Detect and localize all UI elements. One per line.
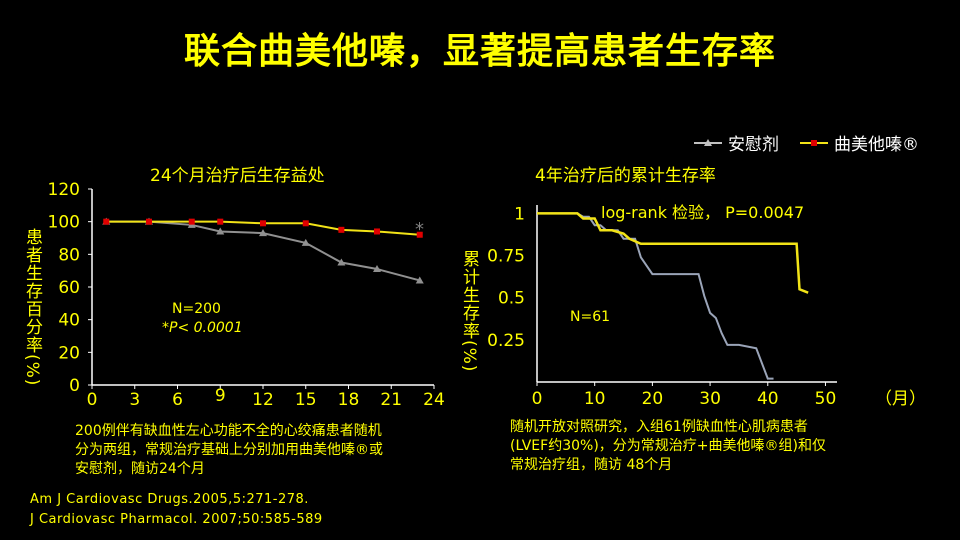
- right-x-tick-label: 10: [584, 389, 606, 409]
- left-x-tick-label: 15: [295, 390, 317, 410]
- reference-item: Am J Cardiovasc Drugs.2005,5:271-278.: [30, 492, 309, 507]
- right-logrank-annotation: log-rank 检验， P=0.0047: [601, 203, 804, 222]
- left-placebo-point: [373, 265, 381, 273]
- right-y-tick-label: 0.75: [487, 247, 525, 267]
- left-x-tick-label: 18: [338, 390, 360, 410]
- right-x-tick-label: 20: [642, 389, 664, 409]
- left-placebo-point: [337, 258, 346, 266]
- right-x-tick-label: 50: [815, 389, 837, 409]
- page-title: 联合曲美他嗪，显著提高患者生存率: [183, 31, 776, 72]
- right-x-tick-label: 0: [532, 389, 543, 409]
- left-star-annotation: *: [415, 219, 424, 240]
- legend-trimetazidine: 曲美他嗪®: [800, 130, 919, 155]
- reference-item: J Cardiovasc Pharmacol. 2007;50:585-589: [30, 512, 323, 527]
- left-y-tick-label: 40: [58, 311, 80, 331]
- left-survival-chart: 0 20 40 60 80 100 120 0 3 6 9 12 15 18 21 24 N=200 *P< …: [48, 180, 445, 410]
- left-trimetazidine-point: [103, 218, 110, 225]
- left-x-tick-label: 12: [252, 390, 274, 410]
- left-y-tick-label: 80: [58, 245, 80, 265]
- right-note-line: 常规治疗组，随访 48个月: [510, 457, 673, 473]
- right-y-tick-label: 0.25: [487, 331, 525, 351]
- right-chart-ylabel: 累计生存率(%): [459, 250, 479, 373]
- left-trimetazidine-point: [416, 231, 423, 238]
- placebo-legend-line-icon: [694, 138, 722, 146]
- right-x-tick-label: 30: [699, 389, 721, 409]
- left-y-tick-label: 120: [48, 180, 80, 200]
- left-y-tick-label: 100: [48, 213, 80, 233]
- left-trimetazidine-point: [338, 226, 345, 233]
- left-x-tick-label: 3: [129, 390, 140, 410]
- right-x-tick-label: 40: [757, 389, 779, 409]
- left-trimetazidine-point: [260, 220, 266, 227]
- right-study-note: 随机开放对照研究，入组61例缺血性心肌病患者 (LVEF约30%)，分为常规治疗…: [510, 418, 890, 475]
- left-placebo-point: [216, 227, 225, 235]
- left-trimetazidine-point: [217, 218, 224, 225]
- right-n-annotation: N=61: [570, 309, 610, 325]
- left-p-annotation: *P< 0.0001: [162, 320, 243, 336]
- right-trimetazidine-line: [537, 212, 809, 294]
- right-y-tick-label: 0.5: [498, 289, 525, 309]
- left-note-line: 安慰剂，随访24个月: [75, 461, 205, 477]
- left-n-annotation: N=200: [172, 301, 221, 317]
- right-chart-xlabel: （月）: [875, 389, 926, 409]
- left-y-tick-label: 0: [69, 376, 80, 396]
- references: Am J Cardiovasc Drugs.2005,5:271-278. J …: [30, 490, 323, 530]
- left-x-tick-label: 6: [172, 390, 183, 410]
- left-x-tick-label: 24: [423, 390, 445, 410]
- left-x-tick-label: 21: [380, 390, 402, 410]
- left-x-tick-label: 0: [87, 390, 98, 410]
- left-x-tick-label: 9: [215, 386, 226, 406]
- left-chart-ylabel: 患者生存百分率(%): [22, 228, 42, 387]
- legend-trimetazidine-label: 曲美他嗪®: [834, 135, 919, 155]
- left-trimetazidine-point: [146, 218, 152, 225]
- left-study-note: 200例伴有缺血性左心功能不全的心绞痛患者随机 分为两组，常规治疗基础上分别加用…: [75, 422, 455, 479]
- left-trimetazidine-point: [188, 218, 195, 225]
- left-y-tick-label: 60: [58, 278, 80, 298]
- left-y-tick-label: 20: [58, 343, 80, 363]
- right-note-line: (LVEF约30%)，分为常规治疗+曲美他嗪®组)和仅: [510, 438, 826, 454]
- legend-placebo-label: 安慰剂: [728, 135, 779, 155]
- left-chart-title: 24个月治疗后生存益处: [150, 166, 325, 186]
- right-y-tick-label: 1: [514, 204, 525, 224]
- left-note-line: 200例伴有缺血性左心功能不全的心绞痛患者随机: [75, 423, 382, 439]
- right-chart-title: 4年治疗后的累计生存率: [535, 166, 716, 186]
- left-placebo-point: [301, 238, 310, 246]
- legend-placebo: 安慰剂: [694, 130, 779, 155]
- left-trimetazidine-point: [302, 220, 309, 227]
- left-placebo-point: [415, 276, 424, 284]
- left-placebo-point: [259, 229, 267, 237]
- trimetazidine-legend-line-icon: [800, 139, 828, 146]
- right-note-line: 随机开放对照研究，入组61例缺血性心肌病患者: [510, 419, 808, 435]
- right-placebo-line: [537, 212, 774, 380]
- left-note-line: 分为两组，常规治疗基础上分别加用曲美他嗪®或: [75, 442, 383, 458]
- left-trimetazidine-point: [374, 228, 380, 235]
